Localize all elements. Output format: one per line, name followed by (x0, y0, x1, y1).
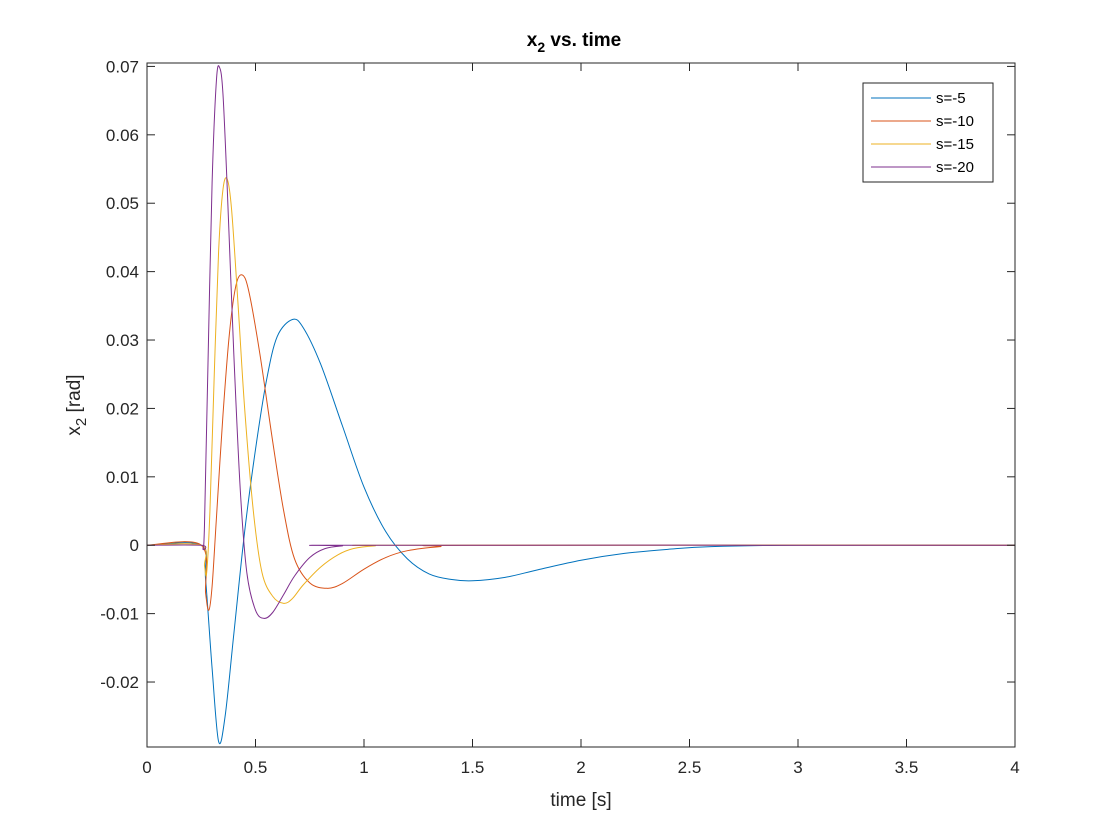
chart-title-rest: vs. time (545, 30, 621, 51)
y-tick-label: 0 (130, 536, 139, 555)
x-axis-label: time [s] (550, 790, 611, 811)
y-tick-label: 0.06 (106, 126, 139, 145)
y-axis: -0.02 -0.01 0 0.01 0.02 0.03 0.04 0.05 0.06 0.07 (100, 57, 1015, 692)
legend-label-3: s=-15 (936, 136, 974, 153)
y-tick-label: -0.02 (100, 673, 139, 692)
legend-box (862, 82, 994, 183)
x-tick-label: 1 (359, 758, 368, 777)
series-layer (146, 65, 1016, 744)
legend-label-2: s=-10 (936, 113, 974, 130)
legend: s=-5 s=-10 s=-15 s=-20 (862, 82, 994, 183)
y-axis-label-rest: [rad] (64, 374, 85, 417)
y-tick-label: 0.05 (106, 194, 139, 213)
x-tick-label: 0.5 (244, 758, 268, 777)
chart-title: x2 vs. time (527, 30, 621, 55)
x-tick-label: 1.5 (461, 758, 485, 777)
series-line-3 (146, 177, 1016, 604)
x-tick-label: 3 (793, 758, 802, 777)
y-tick-label: 0.04 (106, 263, 139, 282)
plot-area (146, 62, 1016, 748)
series-line-4 (146, 65, 1016, 619)
y-axis-label: x2 [rad] (64, 374, 90, 435)
legend-label-4: s=-20 (936, 159, 974, 176)
x-tick-label: 2.5 (678, 758, 702, 777)
series-line-2 (146, 274, 1016, 611)
y-axis-label-subscript: 2 (73, 418, 90, 426)
y-tick-label: 0.02 (106, 399, 139, 418)
y-tick-label: -0.01 (100, 605, 139, 624)
x-tick-label: 4 (1010, 758, 1019, 777)
x-axis: 0 0.5 1 1.5 2 2.5 3 3.5 4 (142, 63, 1020, 777)
legend-label-1: s=-5 (936, 90, 966, 107)
x-tick-label: 2 (576, 758, 585, 777)
y-tick-label: 0.03 (106, 331, 139, 350)
y-tick-label: 0.07 (106, 57, 139, 76)
series-line-1 (146, 318, 1016, 744)
x-tick-label: 0 (142, 758, 151, 777)
chart-title-subscript: 2 (537, 39, 545, 55)
legend-items: s=-5 s=-10 s=-15 s=-20 (871, 90, 974, 176)
x-tick-label: 3.5 (895, 758, 919, 777)
y-tick-label: 0.01 (106, 468, 139, 487)
